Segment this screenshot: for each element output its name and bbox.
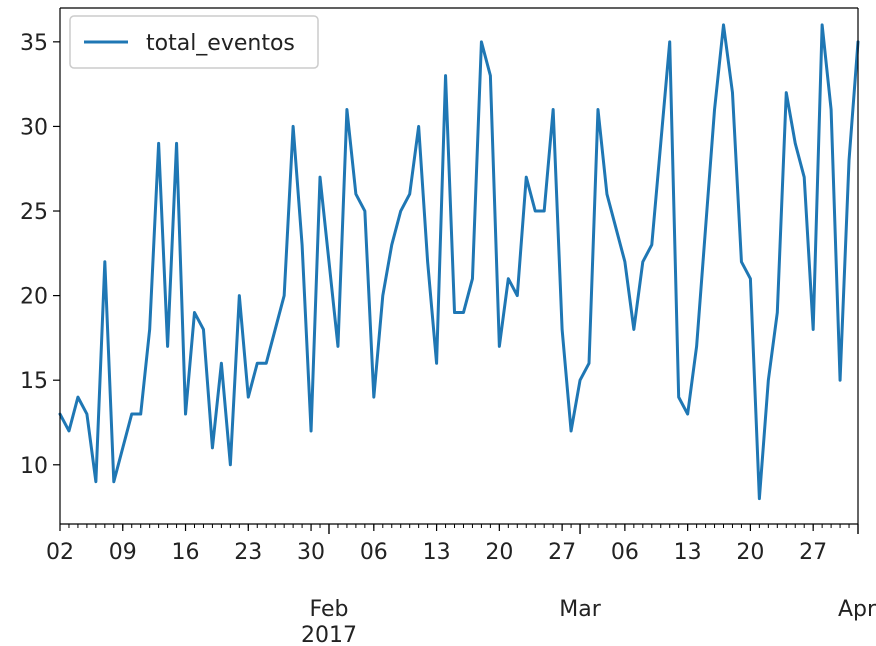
- plot-area: [60, 8, 858, 524]
- x-tick-label: 20: [485, 540, 513, 565]
- y-tick-label: 35: [20, 31, 48, 56]
- x-month-label: Mar: [559, 597, 601, 622]
- legend: total_eventos: [69, 15, 319, 69]
- x-month-label: Apr: [838, 597, 876, 622]
- x-year-label: 2017: [301, 623, 357, 646]
- legend-box: [69, 15, 319, 69]
- y-tick-label: 20: [20, 285, 48, 310]
- x-tick-label: 13: [674, 540, 702, 565]
- y-tick-label: 10: [20, 454, 48, 479]
- x-tick-label: 13: [423, 540, 451, 565]
- x-tick-label: 16: [172, 540, 200, 565]
- y-tick-label: 25: [20, 200, 48, 225]
- x-tick-label: 06: [360, 540, 388, 565]
- x-tick-label: 23: [234, 540, 262, 565]
- plot-background: [60, 8, 858, 524]
- x-tick-label: 02: [46, 540, 74, 565]
- x-month-label: Feb: [310, 597, 349, 622]
- axes-layer: 10 15 20 25 30 35 02 09 16 23 30 06 13 20 27 06 13 20 27 Fe…: [20, 7, 876, 646]
- series-line-0: [58, 23, 860, 501]
- x-tick-label: 27: [799, 540, 827, 565]
- series-layer: [58, 23, 860, 501]
- y-tick-label: 15: [20, 369, 48, 394]
- x-tick-label: 06: [611, 540, 639, 565]
- x-tick-label: 27: [548, 540, 576, 565]
- legend-label: total_eventos: [146, 31, 295, 56]
- x-tick-label: 30: [297, 540, 325, 565]
- x-tick-label: 09: [109, 540, 137, 565]
- x-tick-label: 20: [736, 540, 764, 565]
- y-tick-label: 30: [20, 115, 48, 140]
